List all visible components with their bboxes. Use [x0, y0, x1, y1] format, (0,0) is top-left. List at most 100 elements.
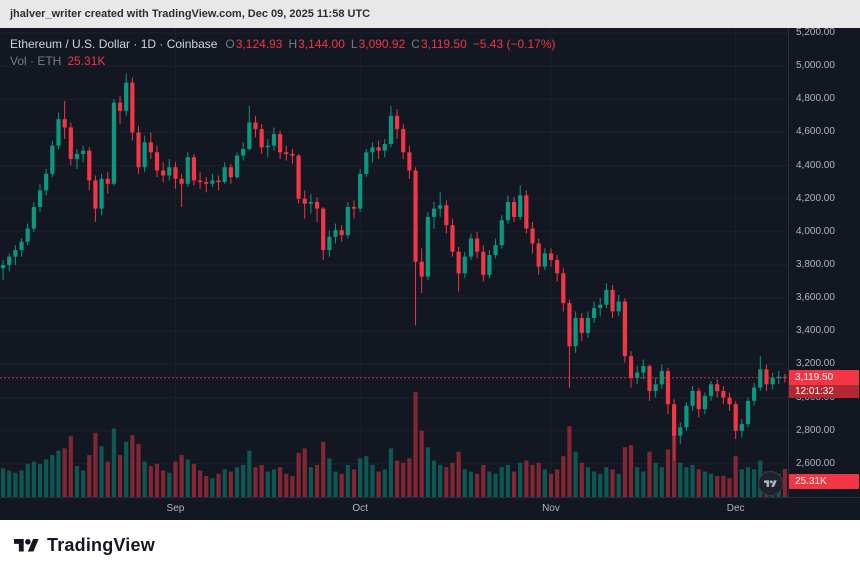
ohlc-high-label: H [288, 36, 298, 51]
price-axis[interactable]: 5,200.00 5,000.00 4,800.00 4,600.00 4,400.00… [788, 28, 860, 497]
chart-plot[interactable] [0, 28, 788, 497]
tradingview-watermark-button[interactable] [758, 471, 783, 496]
price-axis-label: 5,200.00 [796, 28, 835, 38]
candle-body [394, 115, 400, 130]
volume-bar [142, 461, 147, 497]
price-axis-label: 4,800.00 [796, 93, 835, 105]
candle-body [622, 301, 627, 357]
volume-bar [136, 443, 141, 497]
candle-body [628, 356, 634, 378]
volume-bar [475, 473, 480, 497]
volume-bar [413, 392, 418, 497]
volume-bar [438, 464, 443, 497]
candle-body [99, 178, 104, 209]
candle-body [425, 216, 430, 277]
volume-bar [672, 432, 677, 497]
candle-body [561, 273, 566, 304]
time-axis[interactable]: Sep Oct Nov Dec [0, 497, 860, 520]
volume-bar [173, 461, 178, 497]
candle-body [696, 390, 701, 410]
volume-bar [542, 469, 547, 497]
candle-body [191, 157, 197, 181]
candle-body [487, 255, 492, 275]
volume-bar [302, 448, 307, 497]
candle-body [327, 236, 332, 251]
volume-bar [665, 449, 671, 497]
volume-bar [37, 463, 43, 497]
legend-series-title[interactable]: Ethereum / U.S. Dollar · 1D · Coinbase [10, 36, 218, 51]
volume-bar [253, 467, 258, 497]
price-axis-label: 3,600.00 [796, 292, 835, 304]
candle-body [678, 427, 683, 436]
candle-body [438, 205, 443, 209]
candle-body [31, 206, 36, 229]
volume-bar [647, 451, 652, 497]
candle-body [284, 152, 289, 154]
volume-bar [487, 471, 492, 497]
candle-body [752, 387, 757, 401]
volume-bar [401, 462, 406, 497]
candle-body [290, 153, 295, 156]
volume-bar [622, 447, 627, 497]
legend-volume-label: Vol · ETH [10, 53, 62, 68]
ohlc-low-value: 3,090.92 [358, 36, 406, 51]
volume-bar [524, 460, 529, 497]
ohlc-close-label: C [411, 36, 420, 51]
volume-bar [81, 470, 86, 497]
volume-bar [222, 469, 227, 497]
candle-body [475, 238, 480, 252]
tradingview-brand-text: TradingView [47, 535, 155, 555]
volume-bar [394, 460, 400, 497]
volume-bar [696, 469, 701, 497]
ohlc-close: C3,119.50 [411, 37, 467, 51]
candle-body [536, 243, 541, 267]
tradingview-logo-link[interactable]: TradingView [14, 535, 155, 556]
candle-body [136, 132, 141, 168]
candle-body [87, 150, 92, 181]
candle-body [68, 127, 73, 159]
candle-body [358, 173, 363, 209]
volume-bar [684, 467, 689, 497]
candle-body [321, 208, 326, 251]
candle-body [647, 366, 652, 391]
volume-bar [99, 446, 104, 497]
candle-body [37, 190, 43, 207]
candle-body [210, 180, 215, 184]
candle-body [154, 152, 160, 171]
candle-body [481, 251, 486, 275]
candle-body [555, 260, 560, 274]
ohlc-low-label: L [350, 36, 358, 51]
volume-bar [752, 469, 757, 497]
candle-body [431, 208, 437, 217]
candle-body [142, 142, 147, 168]
volume-bar [87, 455, 92, 497]
volume-bar [708, 473, 714, 497]
price-axis-label: 4,600.00 [796, 126, 835, 138]
volume-bar [284, 473, 289, 497]
volume-bar [493, 473, 498, 497]
volume-bar [598, 473, 603, 497]
volume-bar [0, 468, 6, 497]
volume-bar [210, 478, 215, 497]
volume-bar [228, 471, 233, 497]
volume-bar [702, 471, 707, 497]
candle-body [74, 153, 80, 159]
volume-bar [345, 464, 350, 497]
candle-body [62, 119, 67, 128]
volume-bar [745, 467, 751, 497]
candle-body [351, 206, 357, 209]
volume-bar [462, 469, 467, 497]
time-axis-label: Nov [542, 503, 560, 514]
candle-body [764, 369, 769, 385]
volume-bar [241, 464, 246, 497]
volume-bar [191, 463, 197, 497]
volume-bar [44, 459, 49, 497]
ohlc-open-label: O [225, 36, 235, 51]
volume-bar [616, 473, 621, 497]
candle-body [499, 220, 504, 246]
candle-body [598, 304, 603, 309]
candle-body [124, 82, 129, 111]
volume-bar [74, 466, 80, 497]
candle-body [228, 167, 233, 178]
candle-body [530, 228, 535, 244]
